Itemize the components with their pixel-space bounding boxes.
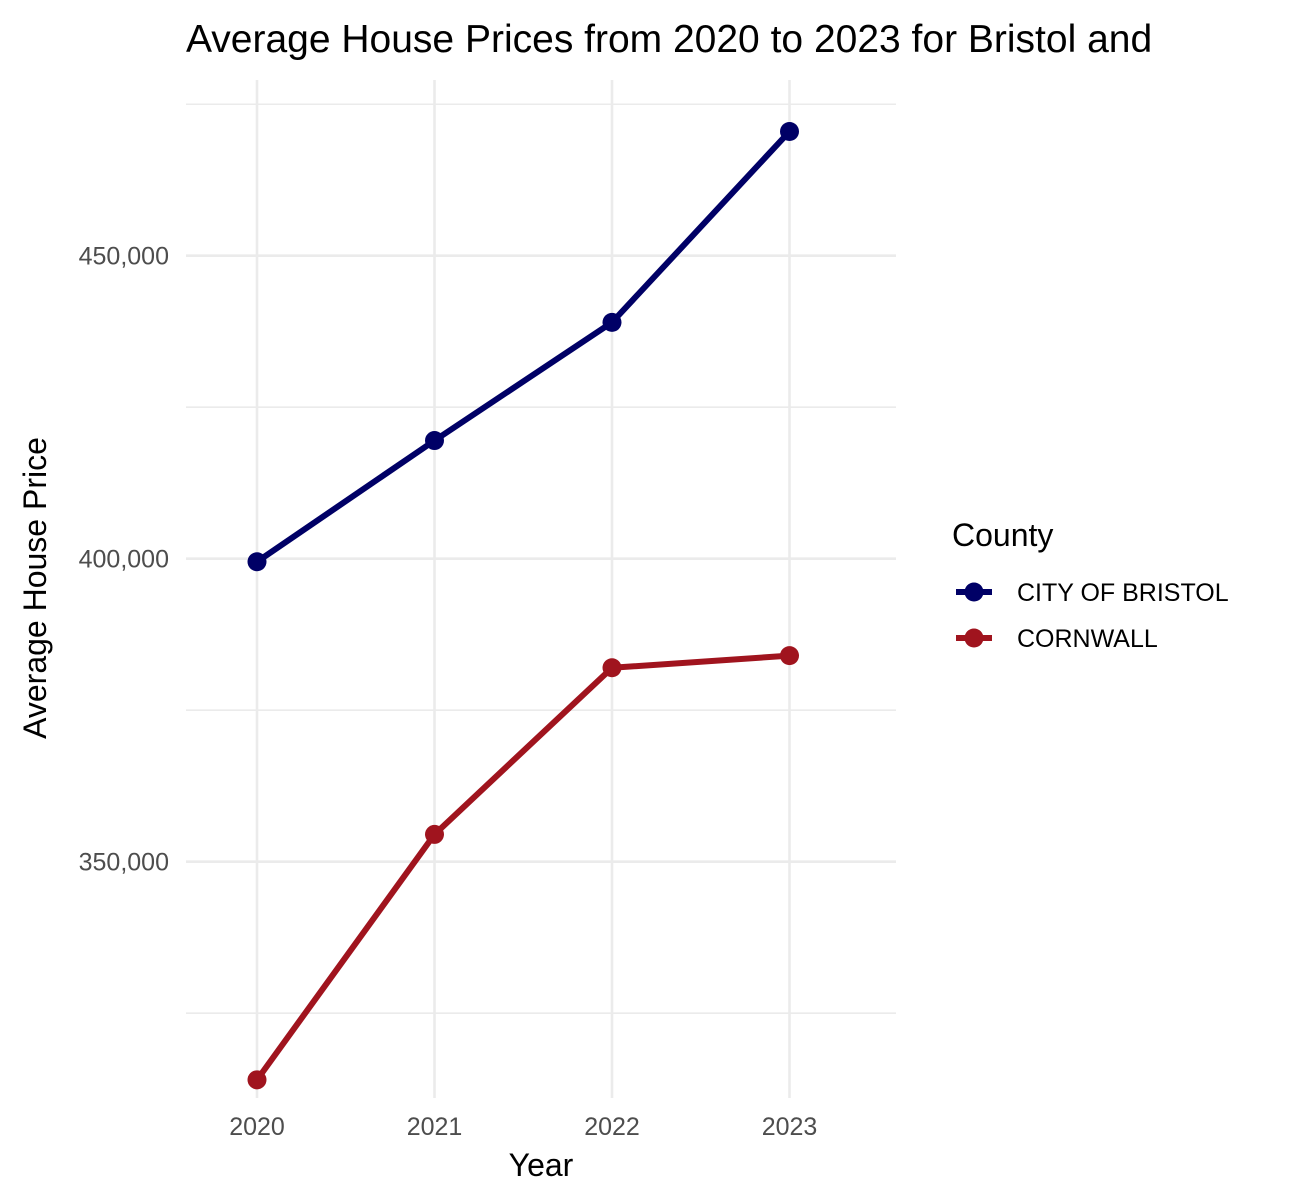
x-tick-label: 2023 (762, 1113, 818, 1141)
series-group (247, 122, 799, 572)
series-group (247, 646, 799, 1090)
x-tick-label: 2020 (229, 1113, 285, 1141)
legend-title: County (952, 517, 1053, 553)
legend-label: CITY OF BRISTOL (1017, 579, 1229, 607)
x-tick-label: 2022 (584, 1113, 640, 1141)
y-tick-label: 400,000 (79, 546, 169, 574)
axes: 350,000 400,000 450,000 2020 2021 2022 2023 (79, 243, 818, 1141)
series-lines (247, 122, 799, 1090)
legend-items: CITY OF BRISTOL CORNWALL (956, 579, 1229, 653)
legend-item: CITY OF BRISTOL (956, 579, 1229, 607)
legend-key-point (964, 628, 984, 648)
data-point (425, 431, 444, 451)
legend: County CITY OF BRISTOL CORNWALL (952, 517, 1229, 653)
series-line (255, 129, 792, 565)
legend-label: CORNWALL (1017, 625, 1158, 653)
legend-item: CORNWALL (956, 625, 1158, 653)
data-point (425, 824, 444, 844)
data-point (780, 122, 799, 142)
y-tick-label: 450,000 (79, 243, 169, 271)
y-tick-label: 350,000 (79, 849, 169, 877)
grid (186, 80, 896, 1098)
y-axis-title: Average House Price (17, 437, 53, 739)
data-point (780, 646, 799, 666)
series-line (254, 652, 790, 1082)
data-point (247, 1070, 267, 1090)
chart-title: Average House Prices from 2020 to 2023 f… (186, 18, 1152, 61)
x-tick-label: 2021 (407, 1113, 463, 1141)
x-axis-title: Year (509, 1147, 574, 1183)
data-point (602, 312, 622, 332)
data-point (602, 658, 622, 678)
legend-key-point (964, 582, 984, 602)
data-point (247, 552, 267, 572)
